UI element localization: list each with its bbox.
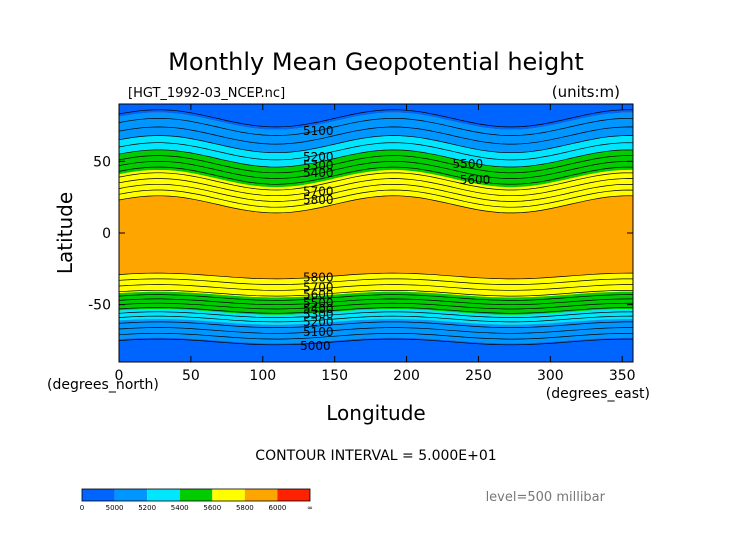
contour-line — [119, 332, 633, 340]
contour-line — [119, 321, 633, 328]
plot-area: 5100520053005400550056005700580058005700… — [88, 103, 636, 384]
contour-label: 5400 — [303, 166, 334, 180]
contour-line — [119, 189, 633, 208]
contour-label: 5400 — [303, 302, 334, 316]
colorbar-tick-label: 0 — [80, 504, 84, 512]
contour-line — [119, 117, 633, 136]
contour-line — [119, 278, 633, 285]
contour-line — [119, 327, 633, 334]
contour-label: 5300 — [303, 159, 334, 173]
chart-title: Monthly Mean Geopotential height — [168, 48, 584, 76]
contour-line — [119, 166, 633, 185]
colorbar-segment — [179, 489, 213, 501]
contour-line — [119, 315, 633, 323]
colorbar-segment — [147, 489, 180, 501]
colorbar-tick-label: 5800 — [236, 504, 254, 512]
north-band-1 — [119, 112, 633, 153]
colorbar-tick-label: 5200 — [138, 504, 156, 512]
units-label: (units:m) — [552, 83, 620, 101]
x-tick-label: 250 — [465, 368, 492, 384]
colorbar-segment — [114, 489, 148, 501]
level-label: level=500 millibar — [486, 490, 606, 505]
contour-lines — [119, 109, 633, 346]
colorbar-segment — [212, 489, 245, 501]
contour-line — [119, 195, 633, 214]
contour-label: 5200 — [303, 150, 334, 164]
x-tick-label: 0 — [115, 368, 124, 384]
colorbar: 0 5000 5200 5400 5600 5800 6000 ∞ — [80, 488, 313, 512]
north-band-2 — [119, 135, 633, 168]
x-tick-label: 50 — [182, 368, 200, 384]
x-axis-label: Longitude — [326, 401, 425, 425]
contour-label: 5800 — [303, 193, 334, 207]
contour-label: 5700 — [303, 280, 334, 294]
contour-label: 5700 — [303, 184, 334, 198]
contour-label: 5500 — [453, 157, 484, 171]
contour-line — [119, 155, 633, 174]
contour-line — [119, 302, 633, 310]
contour-label: 5500 — [303, 296, 334, 310]
colorbar-tick-label: ∞ — [307, 504, 313, 512]
colorbar-tick-label: 5000 — [106, 504, 124, 512]
north-band-0 — [119, 104, 633, 130]
y-tick-label: -50 — [88, 298, 111, 314]
contour-line — [119, 272, 633, 280]
south-band-3 — [119, 319, 633, 344]
contour-label: 5100 — [303, 124, 334, 138]
contour-line — [119, 183, 633, 202]
y-tick-label: 0 — [102, 226, 111, 242]
contour-line — [119, 135, 633, 154]
north-band-4 — [119, 169, 633, 213]
x-tick-label: 350 — [609, 368, 636, 384]
contour-line — [119, 142, 633, 161]
colorbar-tick-label: 6000 — [269, 504, 287, 512]
contour-line — [119, 149, 633, 168]
x-tick-label: 200 — [393, 368, 420, 384]
contour-line — [119, 126, 633, 145]
north-band-3 — [119, 149, 633, 188]
south-band-0 — [119, 273, 633, 298]
contour-label: 5300 — [303, 308, 334, 322]
contour-line — [119, 172, 633, 191]
contour-line — [119, 307, 633, 314]
contour-line — [119, 298, 633, 306]
contour-label: 5200 — [303, 315, 334, 329]
contour-label: 5600 — [303, 288, 334, 302]
y-axis-label: Latitude — [53, 192, 77, 274]
x-tick-label: 100 — [249, 368, 276, 384]
contour-line — [119, 284, 633, 291]
contour-line — [119, 338, 633, 346]
x-tick-label: 150 — [321, 368, 348, 384]
contour-line — [119, 289, 633, 297]
contour-line — [119, 109, 633, 128]
colorbar-frame — [81, 488, 311, 502]
contour-label: 5800 — [303, 270, 334, 284]
colorbar-segment — [277, 489, 310, 501]
dataset-label: [HGT_1992-03_NCEP.nc] — [128, 86, 285, 101]
colorbar-segment — [244, 489, 278, 501]
contour-label: 5100 — [303, 325, 334, 339]
contour-line — [119, 160, 633, 179]
contour-interval-label: CONTOUR INTERVAL = 5.000E+01 — [255, 448, 496, 464]
colorbar-tick-label: 5400 — [171, 504, 189, 512]
contour-line — [119, 294, 633, 301]
contour-field: 5100520053005400550056005700580058005700… — [119, 104, 633, 362]
colorbar-tick-label: 5600 — [203, 504, 221, 512]
contour-label: 5000 — [300, 339, 331, 353]
x-unit-label: (degrees_east) — [546, 386, 650, 402]
contour-line — [119, 178, 633, 197]
contour-label: 5600 — [460, 173, 491, 187]
x-tick-label: 300 — [537, 368, 564, 384]
y-unit-label: (degrees_north) — [47, 377, 159, 393]
colorbar-segment — [82, 489, 115, 501]
contour-line — [119, 311, 633, 318]
y-tick-label: 50 — [93, 154, 111, 170]
